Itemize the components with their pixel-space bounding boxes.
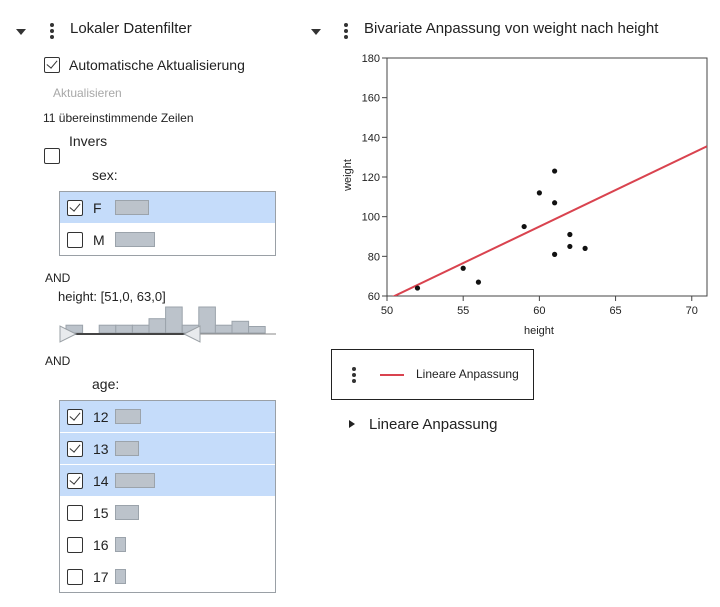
age-17-count-bar [115,569,126,584]
data-point [552,168,558,174]
height-range-label: height: [51,0, 63,0] [58,289,166,304]
legend-line-swatch [380,374,404,376]
data-point [414,285,421,291]
data-point [536,190,542,196]
y-tick-label: 60 [368,291,380,303]
age-14-count-bar [115,473,155,488]
histogram-bar [115,324,133,334]
legend-menu-icon[interactable] [352,367,356,383]
y-tick-label: 100 [362,212,380,224]
report-title: Bivariate Anpassung von weight nach heig… [364,20,659,37]
age-15-count-bar [115,505,139,520]
list-item-sex-f[interactable]: F [60,192,275,223]
linear-fit-line [392,145,707,296]
data-point [460,265,466,271]
slider-max-handle[interactable] [182,325,201,343]
y-axis-label: weight [342,159,354,192]
age-15-label: 15 [93,504,109,521]
data-point [552,200,558,206]
list-item-age-17[interactable]: 17 [60,561,275,592]
age-13-checkbox[interactable] [67,440,83,457]
bivariate-chart: 60 80 100 120 140 160 180 50 55 60 65 70 height weigh… [342,53,708,337]
collapse-report-icon[interactable] [311,29,321,35]
histogram-bar [98,324,117,334]
age-14-checkbox[interactable] [67,472,83,489]
x-tick-label: 55 [457,305,469,317]
y-tick-label: 140 [362,132,380,144]
sex-m-checkbox[interactable] [67,231,83,248]
filter-menu-icon[interactable] [50,23,54,39]
age-14-label: 14 [93,472,109,489]
age-12-label: 12 [93,408,109,425]
sex-f-checkbox[interactable] [67,199,83,216]
x-tick-label: 50 [381,305,393,317]
list-item-age-12[interactable]: 12 [60,401,275,432]
histogram-bar [148,318,167,334]
y-tick-label: 120 [362,172,380,184]
data-point [475,279,482,285]
sex-f-label: F [93,199,102,216]
age-16-label: 16 [93,536,109,553]
sex-m-label: M [93,231,105,248]
x-tick-label: 60 [533,305,545,317]
height-histogram [65,306,266,334]
age-13-count-bar [115,441,139,456]
x-tick-label: 70 [686,305,698,317]
age-12-checkbox[interactable] [67,408,83,425]
legend-label: Lineare Anpassung [416,367,519,381]
height-range-slider[interactable] [58,304,278,344]
age-15-checkbox[interactable] [67,504,83,521]
data-point [521,223,527,230]
x-axis-label: height [524,325,554,337]
and-operator-2: AND [45,354,71,368]
expand-linear-fit-icon[interactable] [349,420,355,428]
linear-fit-outline-title[interactable]: Lineare Anpassung [369,416,498,433]
data-point [582,245,588,251]
data-point [567,231,573,238]
y-tick-label: 160 [362,93,380,105]
x-tick-label: 65 [609,305,621,317]
histogram-bar [214,324,233,334]
histogram-bar [131,324,150,334]
invert-checkbox[interactable] [44,148,60,164]
y-tick-label: 80 [368,251,380,263]
data-point [552,251,558,257]
legend-box: Lineare Anpassung [331,349,534,400]
report-menu-icon[interactable] [344,23,348,39]
filter-title: Lokaler Datenfilter [70,20,192,37]
sex-label: sex: [92,167,118,183]
update-button[interactable]: Aktualisieren [53,86,122,100]
data-point [567,243,573,250]
age-16-checkbox[interactable] [67,536,83,553]
collapse-filter-icon[interactable] [16,29,26,35]
sex-listbox[interactable]: F M [59,191,276,256]
list-item-age-15[interactable]: 15 [60,497,275,528]
auto-update-label: Automatische Aktualisierung [69,57,245,73]
histogram-bar [165,306,183,334]
list-item-age-16[interactable]: 16 [60,529,275,560]
age-label: age: [92,376,120,392]
slider-min-handle[interactable] [59,325,78,343]
age-16-count-bar [115,537,126,552]
histogram-bar [198,306,216,334]
age-listbox[interactable]: 12 13 14 15 16 17 [59,400,276,593]
list-item-age-14[interactable]: 14 [60,465,275,496]
auto-update-checkbox[interactable] [44,57,60,73]
plot-frame [386,57,708,297]
sex-f-count-bar [115,200,149,215]
age-12-count-bar [115,409,141,424]
age-17-label: 17 [93,568,109,585]
sex-m-count-bar [115,232,155,247]
histogram-bar [248,326,266,334]
age-17-checkbox[interactable] [67,568,83,585]
y-tick-label: 180 [362,53,380,65]
invert-label: Invers [69,133,108,149]
list-item-age-13[interactable]: 13 [60,433,275,464]
list-item-sex-m[interactable]: M [60,224,275,255]
and-operator-1: AND [45,271,71,285]
age-13-label: 13 [93,440,109,457]
histogram-bar [231,320,250,334]
match-count: 11 übereinstimmende Zeilen [43,111,194,125]
